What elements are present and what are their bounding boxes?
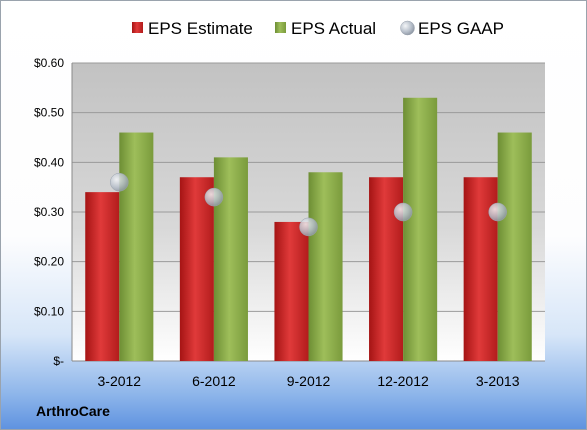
x-tick-label: 6-2012 [192,373,236,389]
legend-label: EPS Actual [291,19,376,38]
y-tick-label: $0.30 [34,205,64,219]
gaap-marker [393,202,413,222]
actual-legend-swatch [275,22,286,33]
y-tick-label: $0.20 [34,255,64,269]
legend-label: EPS Estimate [148,19,253,38]
estimate-bar [179,177,214,361]
eps-chart: EPS Estimate EPS Actual EPS GAAP $- $0.10 $0… [34,19,545,389]
gaap-legend-marker [400,20,415,36]
actual-bar [497,132,532,361]
y-tick-label: $0.10 [34,304,64,318]
x-tick-label: 9-2012 [287,373,331,389]
legend-label: EPS GAAP [418,19,504,38]
y-axis: $- $0.10 $0.20 $0.30 $0.40 $0.50 $0.60 [34,56,73,368]
x-tick-label: 3-2012 [98,373,142,389]
gaap-markers [110,172,507,237]
estimate-bar [85,192,120,361]
estimate-legend-swatch [132,22,143,33]
actual-bar [308,172,343,361]
company-name: ArthroCare [36,403,110,419]
y-tick-label: $0.40 [34,155,64,169]
y-tick-label: $0.60 [34,56,64,70]
bars [85,97,532,362]
actual-bar [119,132,154,361]
chart-legend: EPS Estimate EPS Actual EPS GAAP [132,19,504,38]
estimate-bar [274,221,309,361]
y-tick-label: $- [53,354,64,368]
x-tick-label: 12-2012 [377,373,429,389]
gaap-marker [488,202,507,222]
y-tick-label: $0.50 [34,106,64,120]
x-tick-label: 3-2013 [476,373,520,389]
x-axis: 3-2012 6-2012 9-2012 12-2012 3-2013 [98,373,520,389]
gaap-marker [110,172,129,192]
actual-bar [403,97,438,362]
gaap-marker [204,187,224,207]
actual-bar [213,157,248,361]
gaap-marker [299,217,318,237]
